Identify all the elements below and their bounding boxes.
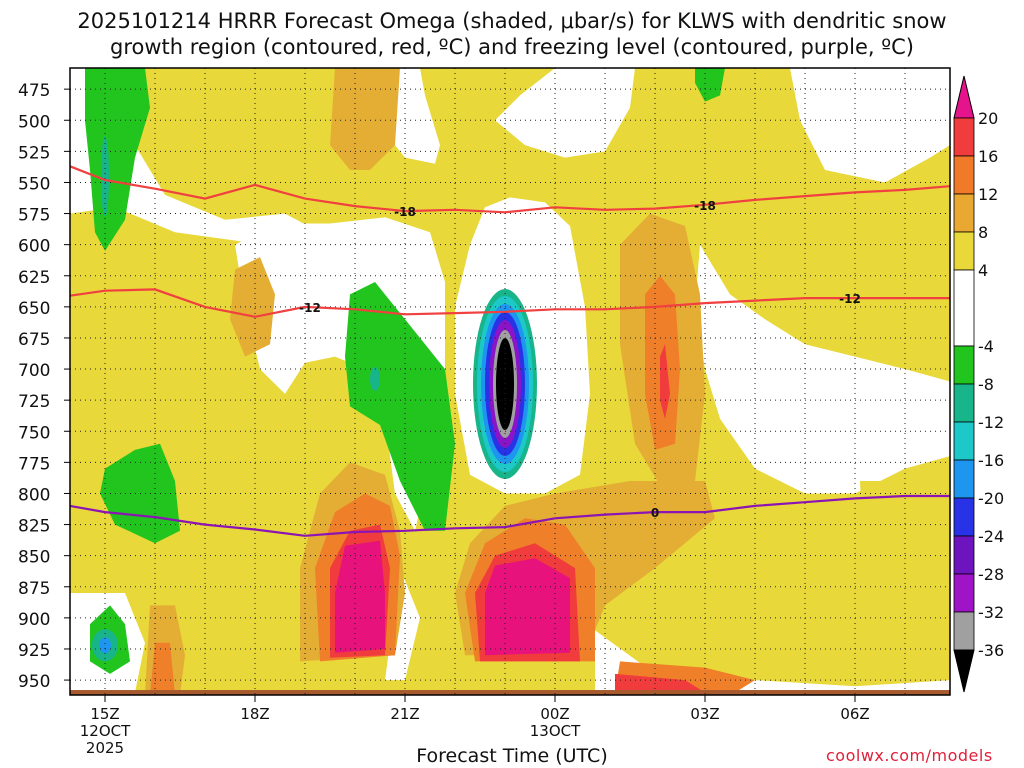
colorbar-label-4: 4 — [978, 261, 988, 280]
colorbar-label--8: -8 — [978, 375, 994, 394]
colorbar-label-8: 8 — [978, 223, 988, 242]
omega-band-magenta-right — [485, 558, 570, 656]
y-tick-label-750: 750 — [18, 423, 50, 443]
colorbar-band--16--12 — [953, 421, 975, 461]
y-tick-label-625: 625 — [18, 268, 50, 288]
omega-band-blue-bottom-left — [99, 637, 111, 654]
contour-label--18-0: -18 — [394, 205, 416, 219]
x-tick-label-06Z: 06Z — [840, 705, 869, 723]
y-tick-label-525: 525 — [18, 143, 50, 163]
contour-label--12-0: -12 — [299, 301, 321, 315]
x-tick-label-18Z: 18Z — [240, 705, 269, 723]
x-tick-year-15Z: 2025 — [86, 739, 124, 757]
colorbar-label--12: -12 — [978, 413, 1004, 432]
colorbar-label--36: -36 — [978, 641, 1004, 660]
colorbar-label--4: -4 — [978, 337, 994, 356]
y-tick-label-475: 475 — [18, 81, 50, 101]
plot-frame — [69, 67, 951, 696]
colorbar-band--20--16 — [953, 459, 975, 499]
plot-area — [70, 68, 950, 695]
x-tick-label-00Z: 00Z — [540, 705, 569, 723]
x-tick-label-15Z: 15Z — [90, 705, 119, 723]
colorbar-band--24--20 — [953, 497, 975, 537]
colorbar-label--24: -24 — [978, 527, 1004, 546]
y-tick-label-775: 775 — [18, 454, 50, 474]
colorbar-band--12--8 — [953, 383, 975, 423]
y-tick-label-825: 825 — [18, 517, 50, 537]
colorbar-band--28--24 — [953, 535, 975, 575]
contour-line--18 — [69, 165, 951, 214]
y-tick-label-850: 850 — [18, 548, 50, 568]
contour-label--12-1: -12 — [839, 292, 861, 306]
ground-strip — [70, 690, 950, 695]
contour-label--18-1: -18 — [694, 199, 716, 213]
y-tick-label-900: 900 — [18, 610, 50, 630]
y-tick-label-875: 875 — [18, 579, 50, 599]
colorbar-band-16-20 — [953, 117, 975, 157]
colorbar-band--32--28 — [953, 573, 975, 613]
omega-band-orange-bottom-left — [150, 642, 175, 695]
y-tick-label-575: 575 — [18, 206, 50, 226]
omega-band-teal-column — [101, 136, 109, 217]
omega-band-magenta-left — [335, 540, 385, 653]
omega-band-gold-small — [230, 257, 275, 357]
colorbar-label--32: -32 — [978, 603, 1004, 622]
colorbar-label-20: 20 — [978, 109, 998, 128]
colorbar-band-4-8 — [953, 231, 975, 271]
y-tick-label-950: 950 — [18, 672, 50, 692]
y-tick-label-925: 925 — [18, 641, 50, 661]
colorbar-bottom-arrow — [953, 649, 975, 693]
omega-band-white-top-right-corner — [795, 68, 950, 158]
colorbar-band-12-16 — [953, 155, 975, 195]
omega-band-gold-top — [330, 68, 400, 170]
chart-title-line-1: 2025101214 HRRR Forecast Omega (shaded, … — [77, 9, 947, 33]
omega-band-white-right-mid — [695, 244, 950, 494]
y-tick-label-725: 725 — [18, 392, 50, 412]
contour-line-0 — [69, 494, 950, 537]
colorbar-band-8-12 — [953, 193, 975, 233]
colorbar-label-12: 12 — [978, 185, 998, 204]
chart-title-line-2: growth region (contoured, red, ºC) and f… — [110, 35, 914, 59]
omega-band-green-top-right — [695, 68, 725, 102]
omega-band-white-top-right — [495, 68, 635, 158]
credit-link[interactable]: coolwx.com/models — [826, 746, 993, 765]
y-tick-label-675: 675 — [18, 330, 50, 350]
colorbar-label-16: 16 — [978, 147, 998, 166]
y-tick-label-700: 700 — [18, 361, 50, 381]
contour-label-0-0: 0 — [651, 506, 659, 520]
x-tick-date-00Z: 13OCT — [530, 722, 581, 740]
colorbar-band--4-4 — [953, 269, 975, 347]
y-tick-label-550: 550 — [18, 174, 50, 194]
colorbar-label--28: -28 — [978, 565, 1004, 584]
colorbar-label--20: -20 — [978, 489, 1004, 508]
colorbar-label--16: -16 — [978, 451, 1004, 470]
colorbar-band--8--4 — [953, 345, 975, 385]
colorbar-band--36--32 — [953, 611, 975, 651]
omega-band-red-column — [660, 344, 670, 419]
omega-band-green-middle — [345, 282, 455, 531]
x-tick-label-03Z: 03Z — [690, 705, 719, 723]
x-tick-label-21Z: 21Z — [390, 705, 419, 723]
y-tick-label-800: 800 — [18, 485, 50, 505]
y-tick-label-500: 500 — [18, 112, 50, 132]
omega-band-green-left-column — [85, 68, 150, 251]
y-tick-label-650: 650 — [18, 299, 50, 319]
x-axis-label: Forecast Time (UTC) — [416, 745, 608, 767]
colorbar-top-arrow — [953, 75, 975, 119]
omega-band-red-bottom — [615, 673, 705, 693]
y-tick-label-600: 600 — [18, 237, 50, 257]
x-tick-date-15Z: 12OCT — [80, 722, 131, 740]
plot-overlay: -18 -18 -12 -12 0 475 500 525 550 575 600 625 650 675… — [18, 67, 1004, 757]
omega-band-teal-middle — [370, 367, 380, 392]
omega-band-yellow-right-box — [860, 481, 925, 593]
contour-line--12 — [69, 288, 950, 318]
